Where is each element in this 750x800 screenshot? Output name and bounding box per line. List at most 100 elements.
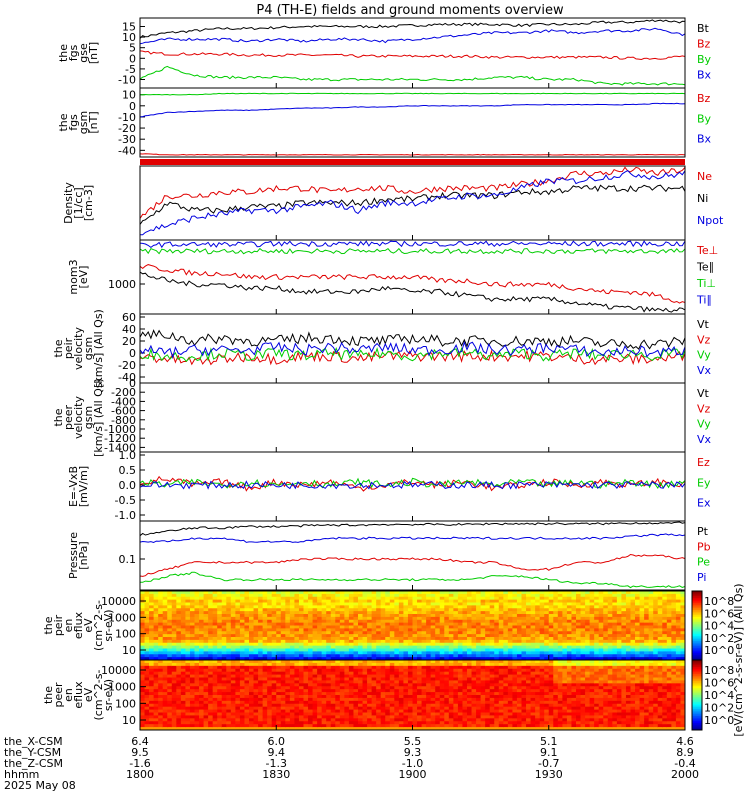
- heatmap-cell: [226, 642, 232, 647]
- heatmap-cell: [376, 628, 382, 632]
- heatmap-cell: [326, 657, 332, 661]
- heatmap-cell: [171, 622, 177, 627]
- heatmap-cell: [485, 593, 491, 598]
- heatmap-cell: [421, 654, 427, 658]
- heatmap-cell: [494, 605, 500, 609]
- heatmap-cell: [380, 692, 386, 696]
- heatmap-cell: [212, 591, 218, 595]
- heatmap-cell: [339, 686, 345, 690]
- heatmap-cell: [162, 599, 168, 604]
- heatmap-cell: [258, 611, 264, 615]
- heatmap-cell: [489, 660, 495, 664]
- heatmap-cell: [185, 709, 191, 713]
- heatmap-cell: [412, 692, 418, 696]
- heatmap-cell: [630, 611, 636, 615]
- heatmap-cell: [516, 631, 522, 635]
- heatmap-cell: [317, 677, 323, 681]
- heatmap-cell: [280, 622, 286, 627]
- heatmap-cell: [621, 599, 627, 604]
- heatmap-cell: [503, 605, 509, 609]
- heatmap-cell: [167, 631, 173, 635]
- heatmap-cell: [321, 637, 327, 641]
- heatmap-cell: [249, 654, 255, 658]
- heatmap-cell: [494, 651, 500, 655]
- heatmap-cell: [421, 639, 427, 644]
- heatmap-cell: [530, 654, 536, 658]
- heatmap-cell: [594, 591, 600, 595]
- heatmap-cell: [158, 671, 164, 676]
- heatmap-cell: [199, 614, 205, 618]
- heatmap-cell: [185, 700, 191, 705]
- heatmap-cell: [353, 593, 359, 598]
- heatmap-cell: [180, 639, 186, 644]
- heatmap-cell: [303, 622, 309, 627]
- heatmap-cell: [321, 697, 327, 702]
- heatmap-cell: [317, 628, 323, 632]
- heatmap-cell: [412, 596, 418, 601]
- heatmap-cell: [217, 686, 223, 690]
- heatmap-cell: [144, 651, 150, 655]
- heatmap-cell: [439, 642, 445, 647]
- heatmap-cell: [394, 625, 400, 629]
- heatmap-cell: [653, 625, 659, 629]
- heatmap-cell: [258, 654, 264, 658]
- heatmap-cell: [426, 660, 432, 664]
- heatmap-cell: [498, 654, 504, 658]
- heatmap-cell: [285, 628, 291, 632]
- heatmap-cell: [199, 634, 205, 638]
- heatmap-cell: [498, 631, 504, 635]
- heatmap-cell: [149, 724, 155, 728]
- heatmap-cell: [262, 611, 268, 615]
- heatmap-cell: [180, 724, 186, 728]
- heatmap-cell: [212, 677, 218, 681]
- heatmap-cell: [562, 651, 568, 655]
- heatmap-cell: [339, 622, 345, 627]
- heatmap-cell: [153, 700, 159, 705]
- heatmap-cell: [516, 625, 522, 629]
- heatmap-cell: [394, 602, 400, 606]
- heatmap-cell: [203, 591, 209, 595]
- heatmap-cell: [635, 645, 641, 650]
- heatmap-cell: [239, 637, 245, 641]
- heatmap-cell: [194, 692, 200, 696]
- heatmap-cell: [303, 721, 309, 725]
- heatmap-cell: [621, 591, 627, 595]
- heatmap-cell: [376, 605, 382, 609]
- heatmap-cell: [489, 608, 495, 612]
- heatmap-cell: [516, 602, 522, 606]
- heatmap-cell: [162, 616, 168, 621]
- heatmap-cell: [467, 602, 473, 606]
- heatmap-cell: [203, 674, 209, 678]
- heatmap-cell: [666, 599, 672, 604]
- heatmap-cell: [167, 602, 173, 606]
- heatmap-cell: [189, 628, 195, 632]
- heatmap-cell: [326, 645, 332, 650]
- heatmap-cell: [389, 697, 395, 702]
- heatmap-cell: [276, 695, 282, 699]
- heatmap-cell: [353, 596, 359, 601]
- heatmap-cell: [348, 611, 354, 615]
- heatmap-cell: [149, 642, 155, 647]
- heatmap-cell: [249, 683, 255, 687]
- heatmap-cell: [553, 642, 559, 647]
- heatmap-cell: [208, 662, 214, 667]
- heatmap-cell: [267, 712, 273, 716]
- heatmap-cell: [235, 706, 241, 711]
- heatmap-cell: [212, 706, 218, 711]
- heatmap-cell: [407, 634, 413, 638]
- heatmap-cell: [389, 680, 395, 684]
- heatmap-cell: [140, 611, 146, 615]
- heatmap-cell: [521, 614, 527, 618]
- heatmap-cell: [308, 605, 314, 609]
- heatmap-cell: [212, 703, 218, 708]
- heatmap-cell: [249, 637, 255, 641]
- heatmap-cell: [230, 680, 236, 684]
- heatmap-cell: [244, 605, 250, 609]
- heatmap-cell: [149, 622, 155, 627]
- heatmap-cell: [185, 689, 191, 693]
- heatmap-cell: [407, 637, 413, 641]
- heatmap-cell: [435, 605, 441, 609]
- heatmap-cell: [303, 634, 309, 638]
- heatmap-cell: [208, 648, 214, 652]
- heatmap-cell: [162, 677, 168, 681]
